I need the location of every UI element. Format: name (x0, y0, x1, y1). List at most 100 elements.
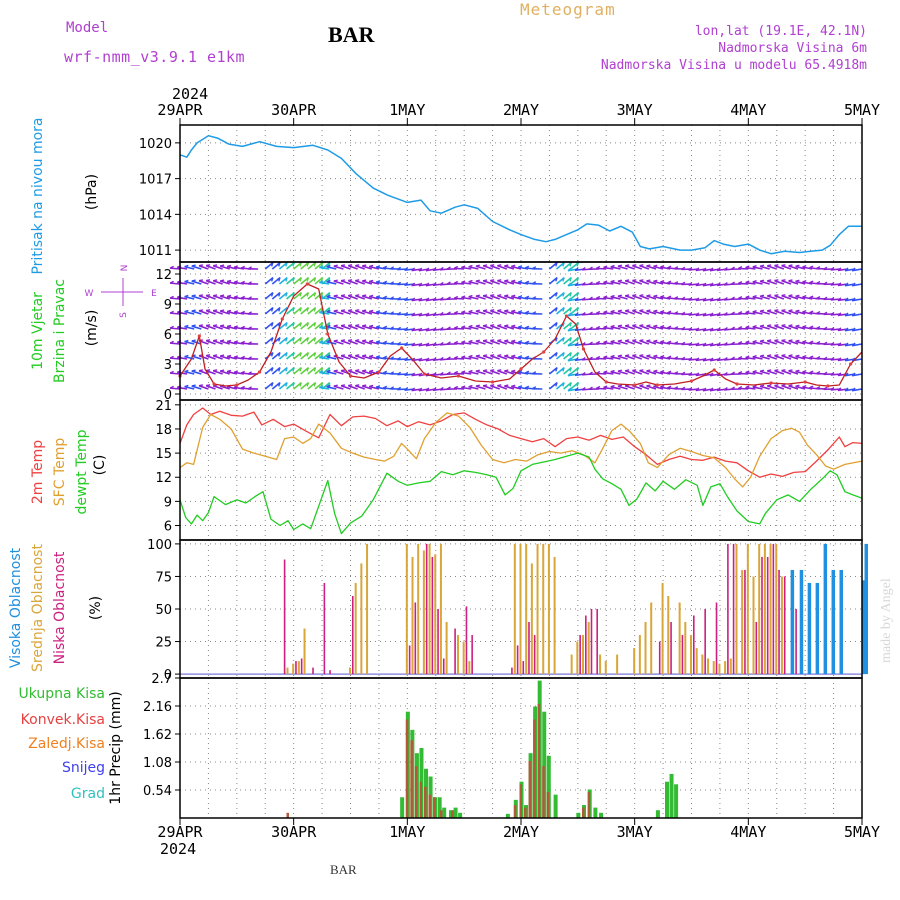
wind-arrow (774, 354, 785, 360)
wind-arrowhead (588, 296, 593, 300)
wind-arrowhead (809, 265, 814, 269)
wind-arrowhead (567, 357, 572, 362)
wind-arrow (497, 354, 508, 360)
wind-arrowhead (468, 279, 473, 283)
cloud-mid-bar (616, 654, 619, 675)
cloud-mid-bar (468, 661, 471, 675)
wind-arrowhead (270, 307, 274, 312)
wind-arrowhead (439, 266, 444, 271)
wind-arrowhead (497, 354, 502, 357)
wind-arrowhead (482, 294, 488, 297)
x-tick-label-bottom: 5MAY (844, 823, 880, 841)
cloud-low-bar (425, 543, 428, 675)
compass-rose: NW ES (85, 265, 158, 318)
wind-arrowhead (781, 279, 786, 282)
wind-arrowhead (313, 262, 317, 267)
wind-arrow (286, 306, 295, 315)
wind-arrow (326, 310, 337, 315)
wind-arrow (468, 265, 479, 270)
wind-arrowhead (774, 279, 779, 282)
wind-arrow (340, 309, 351, 315)
wind-arrow (362, 325, 373, 330)
wind-arrow (570, 351, 579, 360)
wind-speed-marker (400, 346, 404, 350)
wind-arrowhead (233, 355, 239, 358)
wind-arrowhead (184, 309, 189, 313)
wind-arrowhead (355, 354, 360, 357)
wind-arrowhead (795, 384, 800, 388)
wind-arrow (319, 266, 330, 270)
wind-arrowhead (504, 369, 509, 372)
wind-arrowhead (233, 340, 239, 343)
wind-arrow (646, 385, 657, 390)
y-tick-label: 0.54 (143, 784, 172, 799)
wind-arrow (504, 265, 515, 270)
model-label: Model (66, 20, 109, 36)
wind-arrowhead (823, 341, 828, 345)
cloud-mid-bar (678, 602, 681, 675)
wind-arrow (347, 339, 358, 345)
wind-arrowhead (233, 265, 239, 268)
wind-arrow (646, 280, 657, 285)
wind-arrowhead (432, 312, 437, 316)
cloud-low-bar (727, 543, 729, 675)
wind-arrowhead (767, 309, 772, 312)
wind-arrow (278, 351, 288, 360)
wind-arrow (307, 366, 317, 375)
wind-arrowhead (425, 267, 430, 272)
cloud-mid-axis-title: Srednja Oblacnost (30, 544, 46, 672)
wind-arrowhead (723, 371, 728, 376)
wind-arrowhead (213, 324, 218, 327)
wind-arrowhead (468, 324, 473, 328)
wind-arrowhead (688, 327, 693, 331)
wind-arrow (548, 276, 558, 285)
pressure-unit: (hPa) (84, 174, 100, 210)
wind-arrow (369, 295, 380, 300)
wind-arrowhead (695, 312, 700, 317)
wind-arrowhead (511, 279, 516, 283)
wind-arrowhead (524, 295, 530, 299)
wind-speed-marker (803, 380, 807, 384)
cloud-mid-bar (530, 563, 533, 675)
wind-arrowhead (411, 387, 416, 392)
wind-arrowhead (333, 384, 338, 387)
wind-arrowhead (738, 295, 743, 300)
wind-arrowhead (382, 280, 388, 284)
wind-arrow (362, 280, 373, 285)
wind-arrowhead (362, 294, 367, 297)
wind-arrowhead (233, 370, 239, 373)
wind-arrowhead (411, 297, 416, 302)
wind-arrowhead (851, 312, 856, 317)
wind-arrowhead (752, 339, 757, 343)
wind-arrow (278, 336, 288, 345)
wind-arrow (198, 309, 209, 315)
wind-arrow (490, 369, 500, 375)
wind-arrowhead (348, 264, 353, 267)
legend-snow: Snijeg (62, 760, 105, 776)
cloud-low-bar (766, 556, 769, 675)
wind-arrowhead (759, 264, 765, 267)
pressure-line (179, 134, 862, 255)
wind-arrowhead (205, 354, 211, 357)
wind-arrow (781, 324, 792, 330)
wind-arrowhead (795, 339, 800, 343)
precip-total-bar (669, 773, 674, 818)
wind-arrowhead (639, 294, 644, 297)
wind-arrow (511, 280, 522, 285)
wind-speed-marker (655, 383, 660, 387)
wind-arrowhead (247, 266, 252, 270)
wind-arrowhead (774, 309, 779, 312)
precip-conv-bar (533, 719, 536, 818)
wind-arrowhead (375, 325, 381, 328)
cloud-mid-bar (286, 667, 289, 675)
wind-arrow (307, 276, 317, 285)
wind-arrowhead (292, 382, 295, 387)
wind-arrowhead (292, 367, 295, 372)
wind-arrowhead (504, 354, 509, 357)
wind-arrowhead (362, 384, 367, 387)
wind-arrowhead (581, 371, 586, 376)
wind-arrow (347, 294, 358, 300)
wind-arrowhead (688, 297, 693, 301)
precip-total-bar (576, 812, 581, 818)
wind-arrowhead (759, 279, 765, 282)
